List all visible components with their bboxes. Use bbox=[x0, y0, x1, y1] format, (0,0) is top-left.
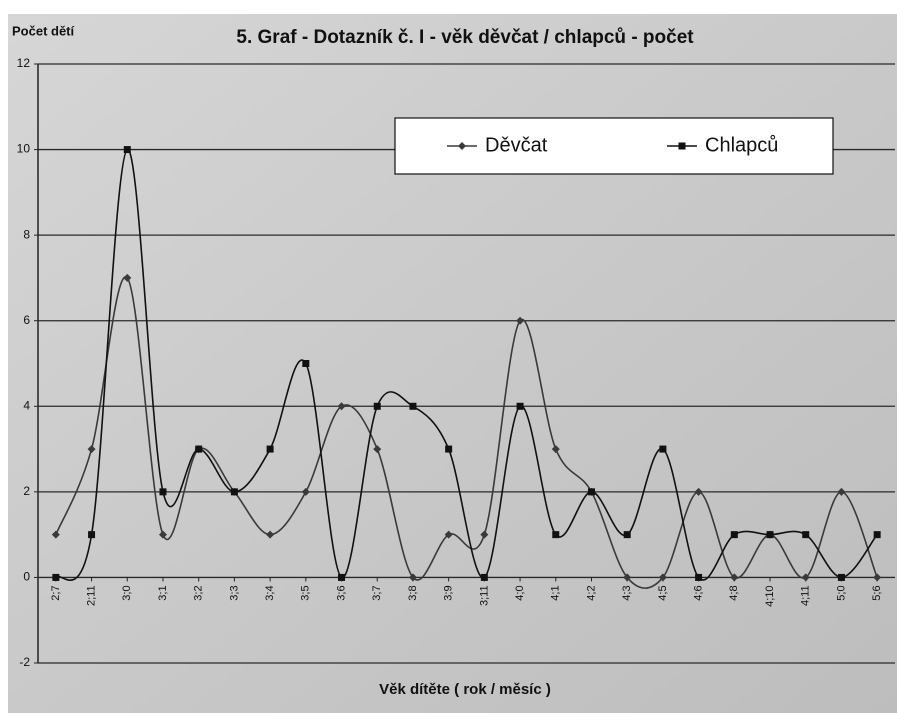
point-marker bbox=[837, 573, 845, 581]
point-marker bbox=[873, 573, 882, 582]
point-marker bbox=[551, 445, 560, 454]
legend-marker bbox=[678, 142, 686, 150]
y-tick-label: 6 bbox=[23, 313, 30, 327]
point-marker bbox=[480, 530, 489, 539]
point-marker bbox=[266, 445, 274, 453]
y-tick-label: 8 bbox=[23, 227, 30, 241]
point-marker bbox=[623, 573, 632, 582]
x-tick-label: 4;8 bbox=[728, 585, 740, 600]
point-marker bbox=[266, 530, 275, 539]
x-tick-label: 4;10 bbox=[764, 585, 776, 606]
x-tick-label: 3;9 bbox=[443, 585, 455, 600]
point-marker bbox=[587, 488, 595, 496]
point-marker bbox=[873, 531, 881, 539]
x-tick-label: 3;3 bbox=[228, 585, 240, 600]
point-marker bbox=[159, 488, 167, 496]
y-tick-label: 4 bbox=[23, 398, 30, 412]
point-marker bbox=[766, 531, 774, 539]
x-tick-label: 2;11 bbox=[85, 585, 97, 606]
point-marker bbox=[516, 402, 524, 410]
y-tick-label: 0 bbox=[23, 570, 30, 584]
point-marker bbox=[444, 530, 453, 539]
point-marker bbox=[658, 573, 667, 582]
point-marker bbox=[88, 531, 96, 539]
point-marker bbox=[802, 531, 810, 539]
point-marker bbox=[623, 531, 631, 539]
chart-title: 5. Graf - Dotazník č. I - věk děvčat / c… bbox=[236, 27, 694, 48]
point-marker bbox=[230, 488, 238, 496]
point-marker bbox=[302, 360, 310, 367]
x-tick-label: 3;11 bbox=[478, 585, 490, 606]
point-marker bbox=[408, 573, 417, 582]
point-marker bbox=[837, 487, 846, 496]
x-tick-label: 3;2 bbox=[193, 585, 205, 600]
point-marker bbox=[409, 402, 417, 410]
x-tick-label: 3;0 bbox=[121, 585, 133, 600]
y-tick-label: 12 bbox=[17, 56, 31, 70]
x-tick-label: 3;5 bbox=[300, 585, 312, 600]
point-marker bbox=[445, 445, 453, 453]
point-marker bbox=[373, 445, 382, 454]
x-tick-label: 3;7 bbox=[371, 585, 383, 600]
x-tick-label: 4;1 bbox=[550, 585, 562, 600]
point-marker bbox=[694, 487, 703, 496]
x-tick-label: 4;6 bbox=[693, 585, 705, 600]
point-marker bbox=[659, 445, 667, 453]
point-marker bbox=[730, 531, 738, 539]
x-tick-label: 4;2 bbox=[585, 585, 597, 600]
x-axis-label: Věk dítěte ( rok / měsíc ) bbox=[379, 681, 551, 698]
x-tick-label: 4;11 bbox=[800, 585, 812, 606]
point-marker bbox=[87, 445, 96, 454]
point-marker bbox=[123, 273, 132, 282]
point-marker bbox=[123, 146, 131, 154]
point-marker bbox=[51, 530, 60, 539]
point-marker bbox=[480, 573, 488, 581]
legend-label: Děvčat bbox=[485, 134, 548, 156]
point-marker bbox=[373, 402, 381, 410]
x-tick-label: 2;7 bbox=[50, 585, 62, 600]
point-marker bbox=[801, 573, 810, 582]
x-tick-label: 5;6 bbox=[871, 585, 883, 600]
x-tick-label: 3;6 bbox=[335, 585, 347, 600]
point-marker bbox=[195, 445, 203, 453]
point-marker bbox=[552, 531, 560, 539]
point-marker bbox=[337, 402, 346, 411]
point-marker bbox=[338, 573, 346, 581]
x-tick-label: 3;1 bbox=[157, 585, 169, 600]
point-marker bbox=[516, 316, 525, 325]
x-tick-label: 4;5 bbox=[657, 585, 669, 600]
y-tick-label: 10 bbox=[17, 142, 31, 156]
point-marker bbox=[695, 573, 703, 581]
y-tick-label: 2 bbox=[23, 484, 30, 498]
point-marker bbox=[52, 573, 60, 581]
x-tick-label: 3;8 bbox=[407, 585, 419, 600]
y-tick-label: -2 bbox=[19, 655, 30, 669]
x-tick-label: 4;0 bbox=[514, 585, 526, 600]
legend-marker bbox=[458, 142, 466, 150]
point-marker bbox=[158, 530, 167, 539]
point-marker bbox=[301, 487, 310, 496]
x-tick-label: 5;0 bbox=[835, 585, 847, 600]
point-marker bbox=[730, 573, 739, 582]
y-axis-label: Počet dětí bbox=[12, 23, 75, 38]
x-tick-label: 4;3 bbox=[621, 585, 633, 600]
x-tick-label: 3;4 bbox=[264, 585, 276, 600]
legend-label: Chlapců bbox=[705, 134, 778, 156]
